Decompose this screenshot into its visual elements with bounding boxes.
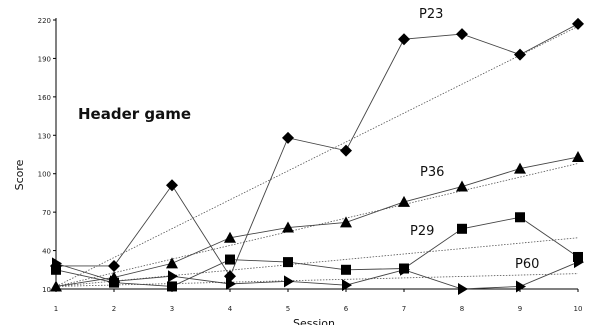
data-point-p23 bbox=[398, 33, 410, 46]
data-point-p29 bbox=[225, 254, 235, 265]
data-point-p60 bbox=[516, 280, 526, 293]
y-tick-label: 130 bbox=[38, 132, 51, 140]
data-point-p60 bbox=[284, 275, 294, 288]
y-tick-label: 190 bbox=[38, 55, 51, 63]
data-point-p60 bbox=[458, 283, 468, 295]
x-tick-label: 4 bbox=[228, 305, 233, 313]
data-point-p36 bbox=[50, 280, 62, 292]
data-point-p60 bbox=[110, 275, 120, 288]
series-label-p23: P23 bbox=[419, 7, 443, 22]
series-markers bbox=[50, 17, 584, 295]
series-label-p29: P29 bbox=[410, 224, 434, 239]
data-point-p36 bbox=[456, 180, 468, 192]
chart-title: Header game bbox=[78, 105, 191, 123]
data-point-p36 bbox=[224, 231, 236, 243]
data-point-p23 bbox=[282, 131, 294, 144]
y-tick-label: 160 bbox=[38, 94, 51, 102]
data-point-p36 bbox=[166, 257, 178, 269]
data-point-p29 bbox=[51, 264, 61, 275]
data-point-p23 bbox=[340, 144, 352, 157]
data-point-p36 bbox=[340, 216, 352, 228]
series-line-p23 bbox=[56, 23, 579, 278]
data-point-p60 bbox=[574, 256, 584, 269]
data-point-p23 bbox=[572, 17, 584, 30]
series-labels: P23 P36 P29 P60 bbox=[410, 7, 539, 272]
series-label-p36: P36 bbox=[420, 165, 444, 180]
x-tick-label: 2 bbox=[112, 305, 116, 313]
y-tick-label: 220 bbox=[38, 17, 51, 25]
data-point-p29 bbox=[167, 281, 177, 292]
data-point-p29 bbox=[457, 223, 467, 234]
x-tick-label: 6 bbox=[344, 305, 349, 313]
x-axis-label: Session bbox=[293, 317, 335, 325]
y-tick-label: 10 bbox=[42, 286, 51, 294]
x-tick-label: 3 bbox=[170, 305, 174, 313]
data-point-p29 bbox=[573, 251, 583, 262]
trend-line-p23 bbox=[55, 26, 579, 287]
x-tick-label: 10 bbox=[574, 305, 583, 313]
series-line-p36 bbox=[55, 156, 579, 287]
data-point-p60 bbox=[400, 263, 410, 276]
x-tick-label: 1 bbox=[54, 305, 58, 313]
series-line-p29 bbox=[55, 216, 579, 287]
series-label-p60: P60 bbox=[515, 257, 539, 272]
x-tick-label: 7 bbox=[402, 305, 406, 313]
data-point-p23 bbox=[166, 179, 178, 192]
tick-labels: 1 2 3 4 5 6 7 8 9 10 10 40 70 100 130 160 190 220 bbox=[38, 17, 583, 313]
y-axis-label: Score bbox=[13, 159, 26, 190]
data-point-p36 bbox=[398, 195, 410, 207]
data-point-p60 bbox=[52, 257, 62, 270]
x-tick-label: 9 bbox=[518, 305, 522, 313]
data-point-p23 bbox=[108, 259, 120, 272]
y-tick-label: 100 bbox=[38, 171, 51, 179]
y-tick-label: 40 bbox=[42, 248, 51, 256]
data-point-p60 bbox=[168, 270, 178, 283]
data-point-p36 bbox=[514, 162, 526, 174]
data-point-p29 bbox=[283, 257, 293, 268]
x-tick-label: 8 bbox=[460, 305, 464, 313]
data-point-p23 bbox=[514, 48, 526, 61]
data-point-p29 bbox=[341, 264, 351, 275]
data-point-p60 bbox=[226, 277, 236, 290]
data-point-p36 bbox=[572, 151, 584, 163]
data-point-p60 bbox=[342, 279, 352, 292]
data-point-p29 bbox=[515, 212, 525, 223]
series-lines bbox=[55, 23, 579, 290]
x-tick-label: 5 bbox=[286, 305, 290, 313]
series-line-p60 bbox=[55, 261, 579, 290]
data-point-p36 bbox=[282, 221, 294, 233]
data-point-p23 bbox=[456, 28, 468, 41]
y-tick-label: 70 bbox=[42, 209, 51, 217]
